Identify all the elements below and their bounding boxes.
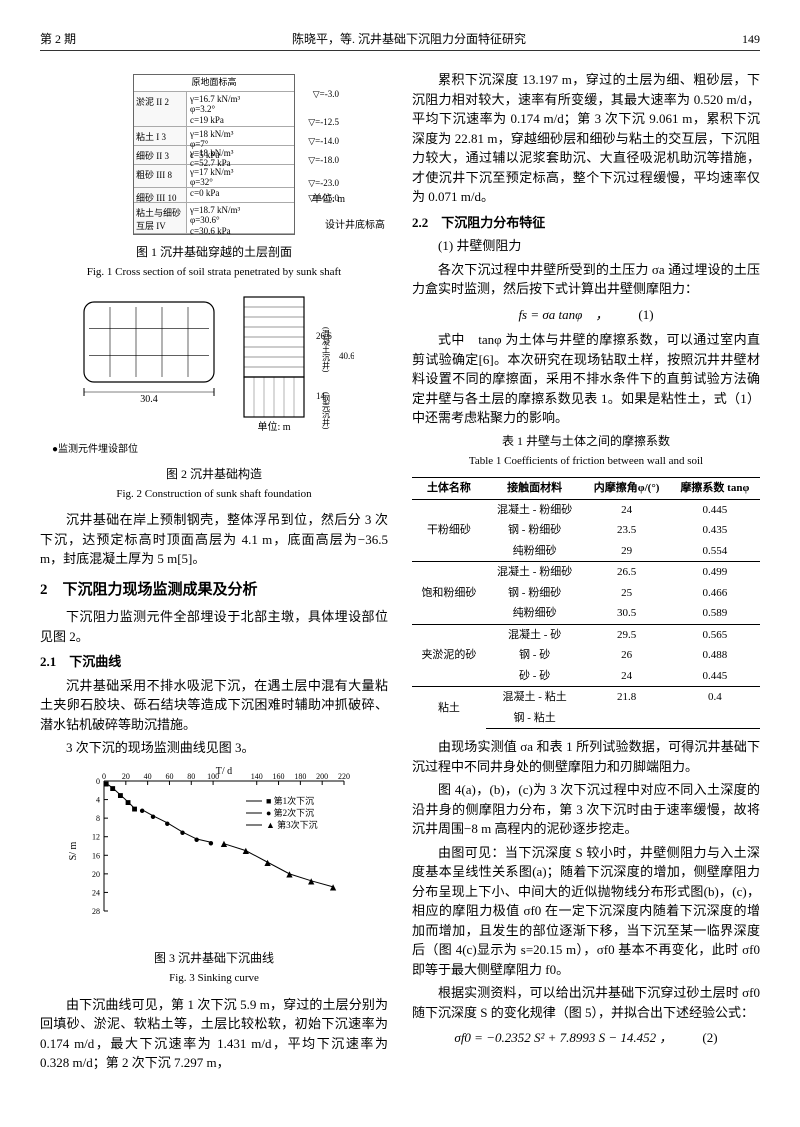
svg-text:140: 140: [251, 772, 263, 781]
table1-caption-cn: 表 1 井壁与土体之间的摩擦系数: [412, 432, 760, 450]
origin-label: 原地面标高: [134, 75, 294, 92]
svg-text:8: 8: [96, 814, 100, 823]
monitor-note: ●监测元件埋设部位: [52, 442, 388, 457]
right-column: 累积下沉深度 13.197 m，穿过的土层为细、粗砂层，下沉阻力相对较大，速率有…: [412, 66, 760, 1077]
para-right-7: 根据实测资料，可以给出沉井基础下沉穿过砂土层时 σf0 随下沉深度 S 的变化规…: [412, 983, 760, 1022]
svg-text:40: 40: [144, 772, 152, 781]
header-center: 陈晓平，等. 沉井基础下沉阻力分面特征研究: [292, 30, 526, 48]
svg-text:▲ 第3次下沉: ▲ 第3次下沉: [266, 819, 318, 830]
fig1-caption-en: Fig. 1 Cross section of soil strata pene…: [40, 264, 388, 281]
svg-text:30.4: 30.4: [140, 394, 158, 405]
svg-text:■: ■: [132, 804, 137, 813]
para-left-3: 沉井基础采用不排水吸泥下沉，在遇土层中混有大量粘土夹卵石胶块、砾石结块等造成下沉…: [40, 676, 388, 735]
para-right-6: 由图可见：当下沉深度 S 较小时，井壁侧阻力与入土深度基本呈线性关系图(a)；随…: [412, 843, 760, 980]
svg-text:(钢壳沉井): (钢壳沉井): [322, 392, 331, 430]
svg-text:80: 80: [187, 772, 195, 781]
table1-caption-en: Table 1 Coefficients of friction between…: [412, 453, 760, 470]
para-right-5: 图 4(a)，(b)，(c)为 3 次下沉过程中对应不同入土深度的沿井身的侧摩阻…: [412, 780, 760, 839]
svg-text:■: ■: [110, 783, 115, 792]
left-column: 原地面标高 淤泥 II 2γ=16.7 kN/m³ φ=3.2° c=19 kP…: [40, 66, 388, 1077]
eq2-number: (2): [702, 1028, 717, 1048]
figure-1: 原地面标高 淤泥 II 2γ=16.7 kN/m³ φ=3.2° c=19 kP…: [40, 74, 388, 235]
svg-text:19.2: 19.2: [74, 335, 77, 353]
eq2-body: σf0 = −0.2352 S² + 7.8993 S − 14.452 ，: [454, 1028, 672, 1048]
plan-elevation-svg: 30.4 19.2: [74, 292, 354, 432]
fig2-caption-cn: 图 2 沉井基础构造: [40, 465, 388, 483]
svg-text:40.6: 40.6: [339, 351, 354, 361]
subsection-22: 2.2 下沉阻力分布特征: [412, 213, 760, 233]
fig3-caption-cn: 图 3 沉井基础下沉曲线: [40, 949, 388, 967]
svg-text:▲: ▲: [307, 876, 315, 885]
header-left: 第 2 期: [40, 30, 76, 48]
svg-text:12: 12: [92, 832, 100, 841]
para-right-3: 式中 tanφ 为土体与井壁的摩擦系数，可以通过室内直剪试验确定[6]。本次研究…: [412, 330, 760, 428]
equation-2: σf0 = −0.2352 S² + 7.8993 S − 14.452 ， (…: [412, 1028, 760, 1048]
svg-text:● 第2次下沉: ● 第2次下沉: [266, 807, 314, 818]
svg-text:T/ d: T/ d: [216, 766, 232, 777]
para-right-4: 由现场实测值 σa 和表 1 所列试验数据，可得沉井基础下沉过程中不同井身处的侧…: [412, 737, 760, 776]
para-right-2: 各次下沉过程中井壁所受到的土压力 σa 通过埋设的土压力盒实时监测，然后按下式计…: [412, 260, 760, 299]
table-1: 土体名称接触面材料内摩擦角φ/(°)摩擦系数 tanφ 干粉细砂混凝土 - 粉细…: [412, 477, 760, 729]
svg-text:28: 28: [92, 907, 100, 916]
svg-text:▲: ▲: [285, 869, 293, 878]
svg-text:■: ■: [104, 779, 109, 788]
svg-text:(混凝土沉井): (混凝土沉井): [322, 327, 331, 373]
svg-text:▲: ▲: [242, 846, 250, 855]
svg-text:160: 160: [273, 772, 285, 781]
svg-text:180: 180: [294, 772, 306, 781]
para-left-2: 下沉阻力监测元件全部埋设于北部主墩，具体埋设部位见图 2。: [40, 607, 388, 646]
svg-text:▲: ▲: [264, 858, 272, 867]
svg-text:20: 20: [92, 869, 100, 878]
svg-text:●: ●: [208, 838, 213, 847]
svg-text:■: ■: [126, 797, 131, 806]
svg-text:20: 20: [122, 772, 130, 781]
equation-1: fs = σa tanφ ， (1): [412, 305, 760, 325]
sub-item-1: (1) 井壁侧阻力: [412, 236, 760, 256]
svg-text:16: 16: [92, 851, 100, 860]
para-right-1: 累积下沉深度 13.197 m，穿过的土层为细、粗砂层，下沉阻力相对较大，速率有…: [412, 70, 760, 207]
svg-text:4: 4: [96, 795, 100, 804]
svg-text:220: 220: [338, 772, 350, 781]
sinking-curve-chart: 020406080100140160180200220 048121620242…: [64, 766, 364, 936]
svg-text:●: ●: [165, 818, 170, 827]
svg-text:▲: ▲: [220, 839, 228, 848]
eq1-body: fs = σa tanφ: [518, 305, 582, 325]
svg-text:●: ●: [140, 805, 145, 814]
eq1-number: (1): [638, 305, 653, 325]
svg-text:●: ●: [180, 828, 185, 837]
svg-text:S/ m: S/ m: [68, 841, 79, 860]
svg-text:单位: m: 单位: m: [257, 420, 290, 432]
svg-text:0: 0: [96, 777, 100, 786]
fig1-caption-cn: 图 1 沉井基础穿越的土层剖面: [40, 243, 388, 261]
subsection-21: 2.1 下沉曲线: [40, 652, 388, 672]
fig3-caption-en: Fig. 3 Sinking curve: [40, 970, 388, 987]
figure-3: 020406080100140160180200220 048121620242…: [40, 766, 388, 942]
fig1-unit: 单位: m: [312, 192, 345, 207]
soil-profile-diagram: 原地面标高 淤泥 II 2γ=16.7 kN/m³ φ=3.2° c=19 kP…: [133, 74, 295, 235]
svg-text:■: ■: [118, 790, 123, 799]
header-right: 149: [742, 30, 760, 48]
figure-2: 30.4 19.2: [40, 288, 388, 457]
fig2-caption-en: Fig. 2 Construction of sunk shaft founda…: [40, 486, 388, 503]
svg-text:▲: ▲: [329, 882, 337, 891]
svg-text:■ 第1次下沉: ■ 第1次下沉: [266, 795, 314, 806]
para-left-4: 3 次下沉的现场监测曲线见图 3。: [40, 738, 388, 758]
para-left-1: 沉井基础在岸上预制钢壳，整体浮吊到位，然后分 3 次下沉，达预定标高时顶面高层为…: [40, 510, 388, 569]
svg-text:60: 60: [165, 772, 173, 781]
section2-title: 2 下沉阻力现场监测成果及分析: [40, 579, 388, 602]
svg-text:●: ●: [151, 811, 156, 820]
page-header: 第 2 期 陈晓平，等. 沉井基础下沉阻力分面特征研究 149: [40, 30, 760, 51]
fig1-design-bottom: 设计井底标高: [325, 218, 385, 233]
svg-text:●: ●: [194, 835, 199, 844]
para-left-5: 由下沉曲线可见，第 1 次下沉 5.9 m，穿过的土层分别为回填砂、淤泥、软粘土…: [40, 995, 388, 1073]
svg-text:200: 200: [316, 772, 328, 781]
svg-text:24: 24: [92, 888, 100, 897]
